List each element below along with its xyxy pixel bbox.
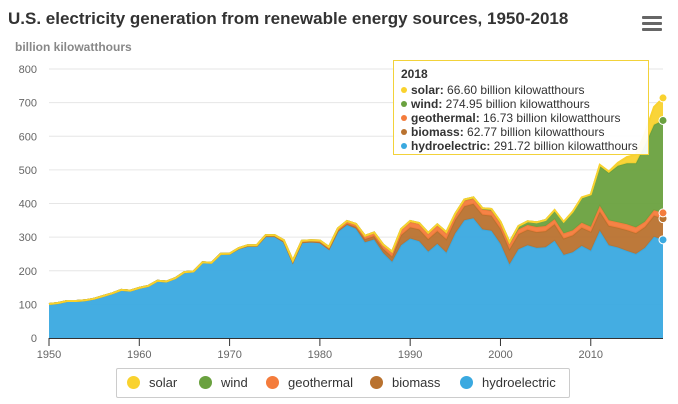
tooltip-series-name: geothermal bbox=[411, 111, 476, 125]
y-tick-label: 500 bbox=[19, 165, 37, 177]
marker-hydroelectric bbox=[658, 235, 668, 245]
y-tick-label: 600 bbox=[19, 131, 37, 143]
legend-item-wind[interactable]: wind bbox=[199, 375, 248, 390]
tooltip-series-value: 16.73 billion kilowatthours bbox=[483, 111, 621, 125]
marker-wind bbox=[658, 115, 668, 125]
legend-label: solar bbox=[149, 375, 178, 390]
legend-dot-icon bbox=[266, 376, 279, 389]
tooltip-series-value: 66.60 billion kilowatthours bbox=[447, 83, 585, 97]
y-tick-label: 700 bbox=[19, 98, 37, 110]
tooltip-series-value: 62.77 billion kilowatthours bbox=[467, 125, 605, 139]
y-tick-label: 0 bbox=[31, 333, 37, 345]
legend-label: biomass bbox=[392, 375, 441, 390]
tooltip-series-name: biomass bbox=[411, 125, 460, 139]
tooltip-dot-icon bbox=[401, 115, 407, 121]
x-tick-label: 1980 bbox=[308, 349, 332, 361]
x-tick-label: 1990 bbox=[398, 349, 422, 361]
tooltip-series-value: 291.72 billion kilowatthours bbox=[493, 139, 638, 153]
legend-label: wind bbox=[221, 375, 248, 390]
legend-label: geothermal bbox=[288, 375, 354, 390]
marker-solar bbox=[658, 93, 668, 103]
x-tick-label: 2000 bbox=[488, 349, 512, 361]
x-tick-label: 1950 bbox=[37, 349, 61, 361]
tooltip-series-name: hydroelectric bbox=[411, 139, 487, 153]
tooltip-dot-icon bbox=[401, 101, 407, 107]
tooltip-row-hydroelectric: hydroelectric: 291.72 billion kilowattho… bbox=[401, 139, 648, 153]
legend-dot-icon bbox=[460, 376, 473, 389]
x-tick-label: 1970 bbox=[217, 349, 241, 361]
tooltip: 2018 solar: 66.60 billion kilowatthours … bbox=[393, 60, 649, 155]
y-tick-label: 100 bbox=[19, 299, 37, 311]
tooltip-row-wind: wind: 274.95 billion kilowatthours bbox=[401, 97, 648, 111]
tooltip-dot-icon bbox=[401, 129, 407, 135]
legend-item-hydroelectric[interactable]: hydroelectric bbox=[460, 375, 556, 390]
tooltip-dot-icon bbox=[401, 143, 407, 149]
y-tick-label: 200 bbox=[19, 266, 37, 278]
chart-title: U.S. electricity generation from renewab… bbox=[8, 9, 569, 28]
tooltip-series-value: 274.95 billion kilowatthours bbox=[445, 97, 590, 111]
hamburger-menu-icon[interactable] bbox=[642, 16, 662, 34]
y-tick-label: 800 bbox=[19, 64, 37, 76]
tooltip-series-name: solar bbox=[411, 83, 440, 97]
tooltip-year: 2018 bbox=[401, 67, 428, 81]
tooltip-row-solar: solar: 66.60 billion kilowatthours bbox=[401, 83, 648, 97]
legend-item-biomass[interactable]: biomass bbox=[370, 375, 440, 390]
x-tick-label: 2010 bbox=[579, 349, 603, 361]
area-hydroelectric bbox=[49, 218, 663, 338]
line-solar bbox=[48, 97, 664, 305]
tooltip-series-name: wind bbox=[411, 97, 439, 111]
chart-legend: solar wind geothermal biomass hydroelect… bbox=[116, 368, 570, 398]
tooltip-row-biomass: biomass: 62.77 billion kilowatthours bbox=[401, 125, 648, 139]
tooltip-row-geothermal: geothermal: 16.73 billion kilowatthours bbox=[401, 111, 648, 125]
legend-item-geothermal[interactable]: geothermal bbox=[266, 375, 353, 390]
y-axis-unit-label: billion kilowatthours bbox=[15, 40, 132, 54]
x-tick-label: 1960 bbox=[127, 349, 151, 361]
y-tick-label: 400 bbox=[19, 199, 37, 211]
legend-dot-icon bbox=[370, 376, 383, 389]
legend-dot-icon bbox=[127, 376, 140, 389]
legend-label: hydroelectric bbox=[482, 375, 556, 390]
y-tick-label: 300 bbox=[19, 232, 37, 244]
legend-dot-icon bbox=[199, 376, 212, 389]
legend-item-solar[interactable]: solar bbox=[127, 375, 177, 390]
tooltip-dot-icon bbox=[401, 87, 407, 93]
marker-geothermal bbox=[658, 208, 668, 218]
